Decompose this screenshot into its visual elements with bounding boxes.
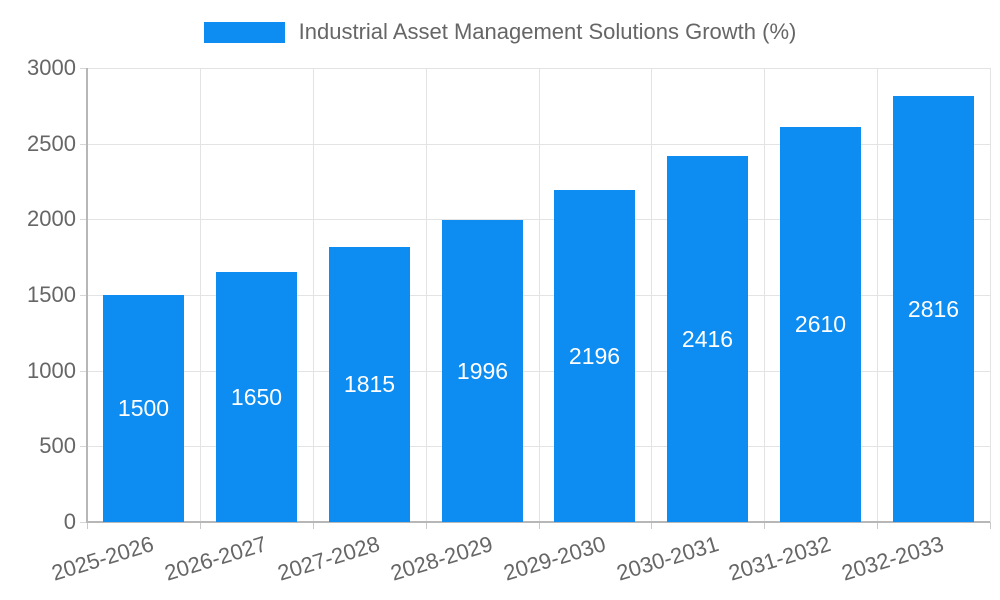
legend-swatch-icon [203,21,285,43]
y-axis-line [86,68,88,522]
y-axis-tick-label: 1500 [27,282,76,307]
x-axis-tick [87,522,88,529]
bar-value-label: 1500 [117,395,170,421]
y-gridline [87,219,990,220]
x-axis-tick [426,522,427,529]
y-axis-tick-label: 3000 [27,55,76,80]
x-gridline [764,68,765,522]
y-gridline [87,371,990,372]
bar-value-label: 1996 [456,357,509,384]
x-axis-tick [877,522,878,529]
y-axis-tick-label: 2000 [27,206,76,231]
x-axis-tick [651,522,652,529]
bar[interactable]: 2416 [667,156,748,522]
bar[interactable]: 1650 [216,272,297,522]
x-axis-tick [764,522,765,529]
y-axis-tick [80,371,87,372]
x-axis-tick-label: 2031-2032 [726,531,834,586]
x-axis-tick-label: 2028-2029 [387,531,496,586]
y-axis-tick-label: 0 [63,509,76,534]
y-axis-tick-label: 2500 [27,131,76,156]
y-axis-tick [80,295,87,296]
x-axis-tick [313,522,314,529]
bar[interactable]: 2196 [554,190,635,522]
x-axis-tick-label: 2029-2030 [500,531,609,586]
y-axis-tick-label: 500 [39,433,76,458]
y-axis-tick [80,68,87,69]
x-gridline [313,68,314,522]
x-gridline [651,68,652,522]
x-gridline [426,68,427,522]
y-gridline [87,68,990,69]
bar[interactable]: 1996 [442,220,523,522]
x-axis-tick-label: 2026-2027 [161,531,270,586]
x-axis-tick-label: 2025-2026 [48,531,157,586]
x-axis-tick-label: 2027-2028 [274,531,383,586]
bar[interactable]: 1815 [329,247,410,522]
x-gridline [200,68,201,522]
y-axis-tick-label: 1000 [27,358,76,383]
y-axis-tick [80,446,87,447]
bar[interactable]: 2610 [780,127,861,522]
bar-value-label: 2610 [794,311,847,337]
legend[interactable]: Industrial Asset Management Solutions Gr… [0,18,1000,46]
bar-value-label: 1815 [343,371,396,397]
legend-label: Industrial Asset Management Solutions Gr… [298,19,797,44]
bar[interactable]: 1500 [103,295,184,522]
x-gridline [539,68,540,522]
x-axis-tick [200,522,201,529]
bar-value-label: 2816 [907,295,960,322]
bar-value-label: 2416 [681,325,734,352]
bar-value-label: 2196 [568,342,621,369]
y-gridline [87,144,990,145]
bar[interactable]: 2816 [893,96,974,522]
y-axis-tick [80,522,87,523]
x-gridline [877,68,878,522]
x-axis-tick-label: 2032-2033 [838,531,947,586]
x-axis-tick [990,522,991,529]
y-gridline [87,446,990,447]
y-axis-tick [80,144,87,145]
x-axis-tick [539,522,540,529]
x-gridline [990,68,991,522]
x-axis-line [86,521,990,523]
y-gridline [87,295,990,296]
y-axis-tick [80,219,87,220]
bar-value-label: 1650 [230,383,283,410]
x-axis-tick-label: 2030-2031 [613,531,722,586]
